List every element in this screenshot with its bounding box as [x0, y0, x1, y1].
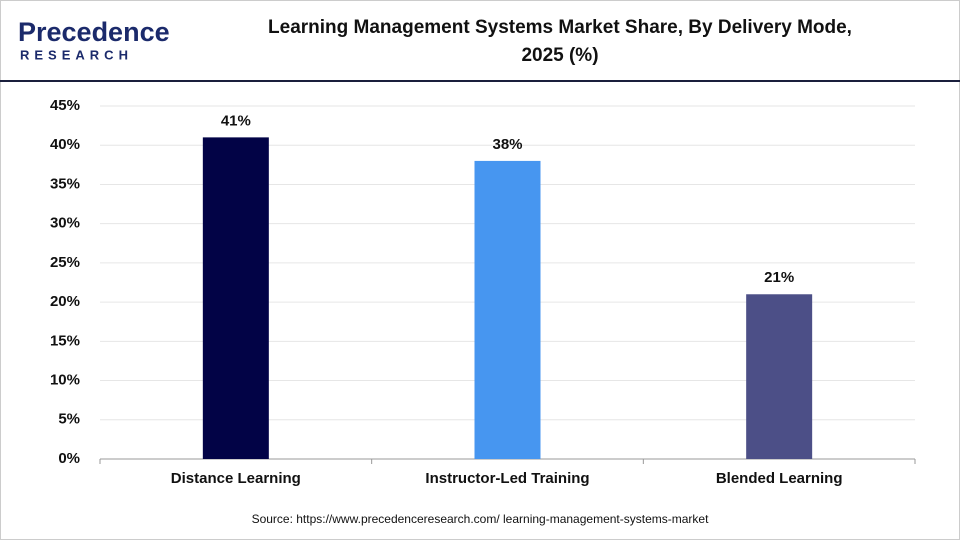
y-tick-label: 25%: [50, 254, 80, 271]
chart-title: Learning Management Systems Market Share…: [268, 17, 852, 38]
y-tick-label: 5%: [58, 411, 80, 428]
data-label: 41%: [221, 112, 251, 129]
y-tick-label: 40%: [50, 136, 80, 153]
logo-tagline: RESEARCH: [20, 47, 133, 62]
y-tick-label: 15%: [50, 332, 80, 349]
y-tick-label: 45%: [50, 97, 80, 114]
y-tick-label: 30%: [50, 215, 80, 232]
y-tick-label: 20%: [50, 293, 80, 310]
bar: [202, 137, 269, 459]
y-tick-label: 35%: [50, 175, 80, 192]
data-label: 21%: [764, 269, 794, 286]
x-tick-label: Distance Learning: [171, 470, 301, 487]
y-tick-label: 10%: [50, 372, 80, 389]
x-tick-label: Blended Learning: [716, 470, 843, 487]
bar: [474, 160, 541, 459]
bar: [746, 294, 813, 459]
logo-name: Precedence: [18, 17, 170, 47]
chart-title: 2025 (%): [521, 45, 598, 66]
source: Source: https://www.precedenceresearch.c…: [252, 512, 710, 526]
x-tick-label: Instructor-Led Training: [425, 470, 589, 487]
y-tick-label: 0%: [58, 450, 80, 467]
data-label: 38%: [492, 136, 522, 153]
